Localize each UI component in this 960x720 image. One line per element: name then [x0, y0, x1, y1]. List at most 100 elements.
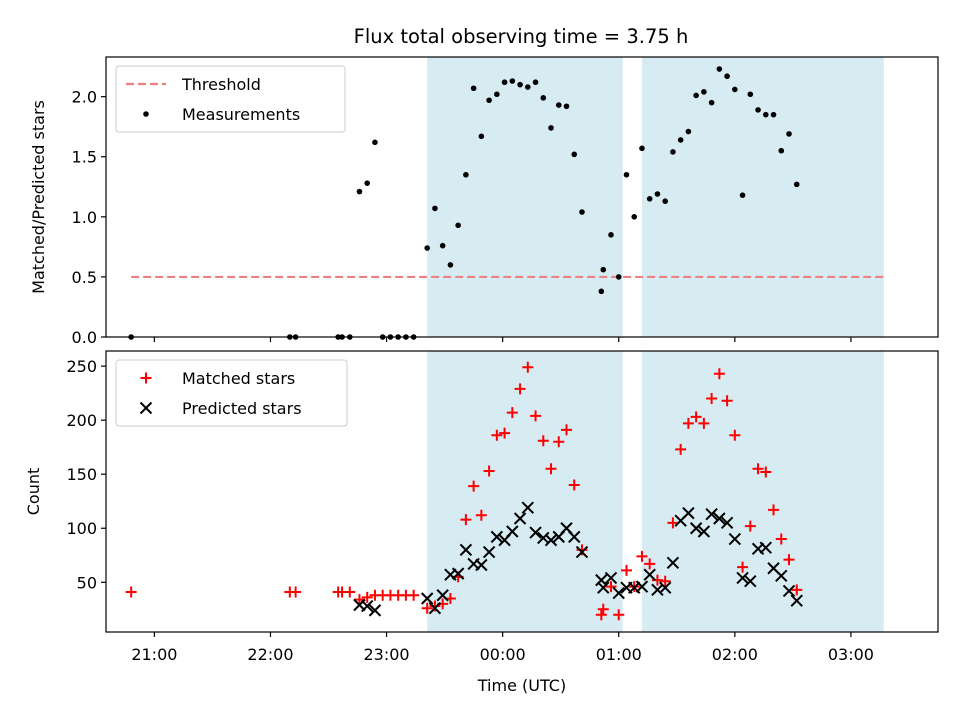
measurement-point [579, 209, 585, 215]
matched-star-point [483, 465, 495, 477]
measurement-point [470, 85, 477, 92]
predicted-star-point [759, 541, 773, 554]
measurement-point [509, 78, 516, 84]
predicted-star-point [490, 530, 504, 544]
matched-star-point [667, 517, 679, 529]
measurement-point [778, 147, 785, 154]
matched-star-point [568, 479, 580, 491]
y-tick-label: 1.0 [72, 208, 97, 227]
predicted-star-point [597, 581, 610, 594]
matched-star-point [576, 544, 588, 556]
measurement-point [563, 103, 570, 110]
matched-star-point [713, 368, 725, 380]
measurement-point [755, 107, 761, 113]
measurement-point [662, 198, 668, 205]
measurement-point [786, 131, 792, 137]
matched-star-point [491, 429, 503, 441]
chart-title: Flux total observing time = 3.75 h [354, 25, 689, 48]
predicted-star-point [658, 581, 672, 594]
predicted-star-point [428, 602, 442, 615]
measurement-point [793, 181, 800, 188]
predicted-star-point [361, 599, 374, 613]
measurement-point [739, 192, 746, 198]
matched-star-point [675, 443, 687, 455]
predicted-star-point [643, 568, 656, 581]
measurement-point [747, 91, 754, 98]
matched-star-point [429, 600, 441, 612]
matched-star-point [682, 417, 694, 429]
matched-star-point [499, 427, 511, 439]
predicted-star-point [568, 530, 581, 544]
y-tick-label: 200 [66, 411, 97, 430]
matched-star-point [595, 609, 607, 621]
legend-box [115, 359, 348, 427]
predicted-star-point [790, 594, 803, 607]
y-tick-label: 100 [66, 519, 97, 538]
measurement-point [447, 262, 454, 268]
x-tick-label: 00:00 [480, 645, 526, 664]
measurement-point [455, 222, 461, 229]
matched-star-point [353, 594, 365, 606]
predicted-star-point [451, 567, 465, 580]
measurement-point [693, 92, 699, 99]
matched-star-point [620, 564, 632, 576]
matched-star-point [698, 417, 710, 429]
matched-star-point [791, 584, 803, 596]
matched-star-point [537, 435, 549, 447]
measurement-point [732, 86, 738, 93]
predicted-star-point [604, 571, 618, 585]
matched-star-point [421, 602, 433, 614]
matched-star-point [783, 554, 795, 566]
x-tick-label: 03:00 [828, 645, 874, 664]
legend-box [115, 65, 346, 133]
legend-predicted-label: Predicted stars [182, 399, 302, 418]
measurement-point [677, 137, 684, 143]
measurement-point [486, 97, 492, 104]
matched-star-point [775, 533, 787, 545]
matched-star-point [344, 586, 356, 598]
predicted-star-point [720, 516, 734, 530]
predicted-star-point [521, 501, 535, 514]
axes-frame [105, 56, 939, 338]
axes-frame [105, 350, 939, 633]
matched-star-point [561, 424, 573, 436]
matched-star-point [545, 463, 557, 475]
measurement-point [571, 151, 578, 158]
measurement-point [501, 79, 508, 86]
matched-star-point [460, 514, 472, 526]
measurement-point [646, 196, 653, 202]
matched-star-point [605, 581, 617, 593]
measurement-point [478, 133, 485, 140]
measurement-point [555, 102, 562, 108]
predicted-star-point [544, 533, 558, 547]
observing-span [427, 57, 623, 337]
predicted-star-point [666, 556, 680, 570]
matched-star-point [636, 550, 648, 562]
predicted-star-point [689, 522, 703, 535]
measurement-point [639, 145, 645, 152]
matched-star-point [290, 586, 302, 598]
matched-star-point [644, 558, 656, 570]
x-tick-label: 23:00 [364, 645, 410, 664]
matched-star-point [744, 520, 756, 532]
predicted-star-point [705, 507, 718, 521]
measurement-point [685, 128, 692, 135]
measurement-point [670, 149, 676, 155]
measurement-point [463, 171, 469, 178]
measurement-point [701, 89, 707, 95]
observing-span [641, 57, 884, 337]
predicted-star-point [436, 589, 449, 602]
measurement-point [600, 266, 607, 273]
predicted-star-point [744, 574, 757, 588]
legend-matched-label: Matched stars [182, 369, 295, 388]
y-tick-label: 250 [66, 357, 97, 376]
predicted-star-point [595, 573, 608, 587]
predicted-star-point [612, 586, 625, 600]
matched-star-point [768, 504, 780, 516]
measurement-point [548, 125, 554, 131]
measurement-point [608, 232, 614, 238]
predicted-star-point [682, 506, 695, 520]
legend-matched-swatch [140, 372, 152, 384]
x-tick-label: 02:00 [712, 645, 758, 664]
